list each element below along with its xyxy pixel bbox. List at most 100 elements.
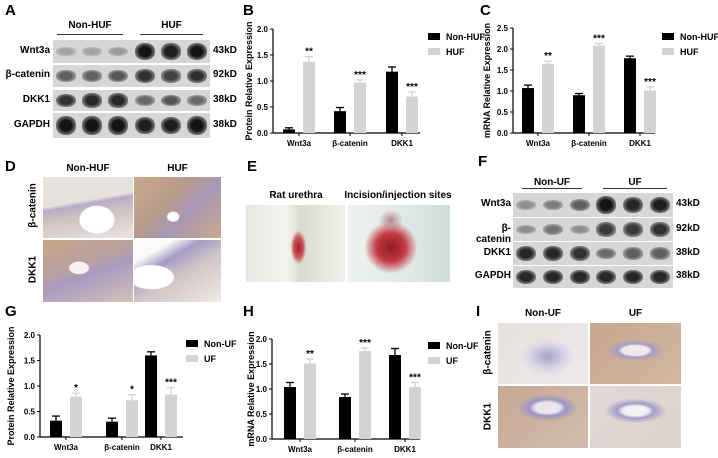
protein-band	[649, 222, 670, 237]
panel-i-letter: I	[476, 303, 481, 320]
group-divider	[522, 188, 582, 189]
significance-marker: ***	[406, 82, 418, 93]
molecular-weight-label: 43kD	[676, 198, 700, 209]
significance-marker: ***	[644, 77, 656, 88]
protein-band	[569, 224, 590, 235]
y-tick-label: 2.5	[497, 24, 509, 33]
y-tick-label: 0.0	[256, 435, 268, 444]
x-tick-label: β-catenin	[332, 139, 368, 148]
protein-band	[622, 269, 644, 285]
molecular-weight-label: 92kD	[213, 69, 237, 80]
blot-row-label: DKK1	[22, 93, 50, 105]
incision-injection-sites-photo	[348, 205, 450, 282]
y-tick-label: 0.5	[497, 108, 509, 117]
bar	[644, 90, 656, 133]
y-tick-label: 1.5	[497, 66, 509, 75]
y-tick-label: 1.0	[24, 382, 36, 391]
protein-band	[160, 69, 181, 83]
protein-band	[160, 94, 181, 107]
blot-f-group-label: Non-UF	[533, 177, 571, 188]
protein-band	[56, 116, 76, 135]
bar	[522, 88, 534, 133]
bar	[283, 129, 295, 133]
legend-label: UF	[446, 356, 458, 366]
blot-a-group-label: HUF	[161, 20, 182, 31]
protein-band	[649, 196, 670, 214]
ihc-image-dkk1-huf	[134, 240, 221, 302]
legend-swatch	[186, 340, 198, 347]
protein-band	[82, 116, 103, 135]
ihc-column-label: UF	[628, 308, 643, 319]
photo-caption: Rat urethra	[269, 190, 323, 201]
ihc-column-label: HUF	[167, 163, 188, 174]
legend-swatch	[428, 342, 440, 349]
protein-band	[134, 95, 155, 106]
blot-strip	[53, 40, 210, 63]
y-tick-label: 1.5	[257, 51, 269, 60]
bar	[409, 387, 421, 439]
ihc-image-beta-catenin-huf	[134, 177, 221, 238]
blot-row-label: GAPDH	[474, 270, 511, 281]
y-axis-label: Protein Relative Expression	[244, 21, 254, 140]
photo-caption: Incision/injection sites	[344, 190, 452, 201]
ihc-column-label: Non-UF	[524, 308, 562, 319]
y-tick-label: 1.0	[256, 385, 268, 394]
blot-strip	[53, 113, 210, 138]
x-tick-label: β-catenin	[337, 445, 373, 454]
protein-band	[160, 43, 181, 60]
protein-band	[160, 116, 181, 135]
rat-urethra-photo	[246, 205, 345, 282]
bar	[406, 96, 418, 133]
legend-swatch	[428, 48, 440, 55]
x-tick-label: Wnt3a	[288, 445, 313, 454]
protein-band	[82, 70, 103, 82]
significance-marker: ***	[359, 338, 371, 349]
protein-band	[186, 116, 207, 135]
protein-band	[622, 196, 644, 214]
x-tick-label: Wnt3a	[287, 139, 312, 148]
y-tick-label: 0.5	[24, 408, 36, 417]
legend-swatch	[186, 355, 198, 362]
x-tick-label: DKK1	[394, 445, 416, 454]
legend-label: UF	[204, 354, 216, 364]
protein-band	[56, 70, 76, 82]
group-divider	[140, 34, 203, 35]
blot-row-label: Wnt3a	[481, 198, 511, 209]
protein-band	[134, 116, 155, 135]
protein-band	[82, 47, 103, 56]
x-tick-label: Wnt3a	[54, 443, 79, 452]
bar	[542, 63, 554, 134]
protein-band	[542, 269, 564, 285]
panel-g-letter: G	[5, 303, 17, 320]
panel-a-letter: A	[5, 2, 16, 19]
blot-strip	[53, 90, 210, 111]
y-axis-label: Protein Relative Expression	[6, 326, 16, 445]
protein-band	[516, 200, 537, 210]
bar	[334, 111, 346, 133]
y-tick-label: 0.0	[257, 129, 269, 138]
y-tick-label: 1.5	[24, 357, 36, 366]
y-tick-label: 2.0	[497, 45, 509, 54]
protein-band	[516, 224, 537, 235]
molecular-weight-label: 38kD	[676, 246, 700, 258]
group-divider	[603, 188, 667, 189]
y-tick-label: 0.5	[257, 103, 269, 112]
ihc-image-beta-catenin-control	[43, 177, 133, 238]
blot-a-group-label: Non-HUF	[68, 20, 112, 31]
legend-label: Non-HUF	[680, 32, 718, 42]
significance-marker: *	[130, 385, 134, 396]
molecular-weight-label: 38kD	[676, 270, 700, 281]
legend-label: Non-UF	[446, 341, 479, 351]
significance-marker: ***	[409, 373, 421, 384]
y-tick-label: 2.0	[24, 331, 36, 340]
bar	[573, 95, 585, 133]
bar	[126, 400, 138, 437]
bar	[284, 387, 296, 439]
protein-band	[542, 245, 564, 262]
blot-strip	[513, 193, 673, 217]
significance-marker: **	[544, 51, 552, 62]
protein-band	[82, 93, 103, 108]
bar	[304, 363, 316, 439]
